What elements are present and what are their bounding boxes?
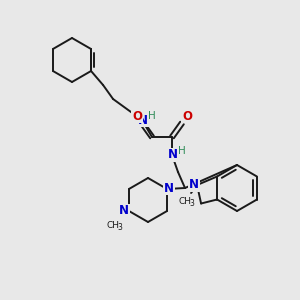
Text: N: N: [168, 148, 178, 161]
Text: 3: 3: [190, 200, 194, 208]
Text: N: N: [189, 178, 199, 191]
Text: N: N: [164, 182, 174, 194]
Text: O: O: [182, 110, 192, 122]
Text: 3: 3: [118, 224, 122, 232]
Text: N: N: [138, 113, 148, 127]
Text: O: O: [132, 110, 142, 122]
Text: CH: CH: [106, 221, 119, 230]
Text: H: H: [148, 111, 156, 121]
Text: CH: CH: [178, 197, 192, 206]
Text: N: N: [119, 205, 129, 218]
Text: H: H: [178, 146, 186, 156]
